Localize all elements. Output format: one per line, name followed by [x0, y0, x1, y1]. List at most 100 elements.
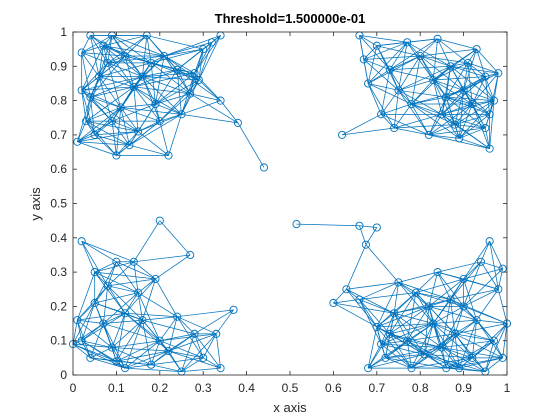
data-point — [468, 99, 477, 109]
edge-line — [94, 107, 122, 136]
edge-line — [450, 278, 464, 300]
edge-line — [94, 271, 126, 314]
data-point — [259, 163, 269, 172]
edge-line — [133, 72, 195, 88]
edge-line — [181, 100, 221, 115]
edge-line — [168, 350, 204, 359]
edge-line — [181, 333, 195, 372]
edge-line — [484, 76, 491, 115]
edge-line — [125, 367, 182, 372]
edge-line — [94, 134, 130, 146]
y-tick-label: 1 — [60, 25, 67, 39]
edge-line — [389, 323, 434, 335]
edge-line — [103, 285, 109, 324]
data-point — [429, 319, 438, 328]
edge-line — [411, 347, 443, 369]
edge-line — [111, 347, 126, 369]
edge-line — [98, 76, 122, 108]
edge-line — [94, 271, 108, 287]
edge-line — [85, 120, 117, 156]
data-point — [129, 82, 138, 91]
edge-line — [406, 323, 434, 342]
edge-line — [476, 319, 495, 341]
edge-line — [398, 42, 408, 91]
data-point — [177, 110, 186, 119]
edge-line — [176, 69, 182, 115]
edge-line — [189, 49, 204, 94]
edge-line — [367, 83, 382, 115]
edge-line — [81, 35, 113, 53]
edge-line — [359, 35, 391, 70]
edge-line — [446, 357, 473, 369]
edge-line — [428, 97, 447, 136]
edge-line — [380, 344, 386, 358]
data-point — [90, 130, 99, 139]
edge-line — [90, 86, 134, 98]
edge-line — [459, 367, 486, 372]
edge-line — [381, 103, 412, 115]
edge-line — [107, 285, 126, 314]
edge-line — [463, 268, 503, 280]
data-point — [394, 86, 403, 95]
edge-line — [367, 83, 395, 129]
edge-line — [159, 316, 178, 341]
data-point — [424, 130, 433, 139]
edge-line — [445, 97, 460, 139]
edge-line — [151, 48, 204, 64]
edge-line — [81, 241, 96, 273]
edge-line — [112, 340, 160, 348]
edge-line — [450, 48, 477, 67]
edge-line — [151, 364, 182, 372]
edge-line — [459, 340, 495, 369]
edge-line — [359, 292, 416, 300]
data-point — [420, 350, 429, 359]
edge-line — [107, 55, 165, 64]
edge-line — [159, 220, 191, 256]
edge-line — [346, 244, 367, 290]
edge-line — [81, 90, 91, 98]
edge-line — [120, 107, 182, 115]
edge-line — [463, 306, 477, 321]
x-tick-label: 0.5 — [282, 381, 299, 395]
edge-line — [103, 45, 143, 77]
data-point — [437, 110, 446, 119]
edge-line — [181, 333, 217, 372]
edge-line — [116, 144, 130, 156]
x-tick-label: 0.7 — [368, 381, 385, 395]
x-tick-label: 0.4 — [238, 381, 255, 395]
edge-line — [107, 62, 122, 108]
data-point — [90, 298, 99, 308]
edge-line — [133, 254, 191, 263]
data-point — [459, 86, 468, 95]
edge-line — [394, 306, 429, 314]
edge-line — [77, 319, 104, 324]
data-point — [121, 51, 130, 61]
edge-line — [150, 62, 156, 105]
edge-line — [385, 357, 412, 369]
edge-line — [129, 144, 169, 156]
data-point — [77, 336, 86, 345]
data-point — [147, 58, 156, 67]
data-point — [134, 288, 143, 297]
data-point — [121, 309, 130, 318]
edge-line — [380, 313, 395, 345]
edge-line — [428, 114, 443, 136]
data-point — [108, 117, 117, 126]
data-point — [372, 223, 381, 232]
data-point — [472, 45, 481, 54]
y-tick-label: 0.6 — [50, 162, 67, 176]
edge-line — [484, 76, 495, 101]
edge-line — [463, 49, 477, 91]
edge-line — [81, 62, 108, 91]
edge-line — [454, 103, 473, 125]
edge-line — [116, 340, 160, 362]
edge-line — [411, 55, 421, 105]
data-point — [459, 302, 468, 311]
data-point — [407, 364, 416, 373]
data-point — [173, 65, 182, 74]
edge-line — [129, 131, 139, 146]
edge-line — [90, 35, 104, 47]
data-point — [424, 302, 433, 311]
edge-line — [164, 41, 212, 57]
edge-line — [103, 292, 139, 324]
